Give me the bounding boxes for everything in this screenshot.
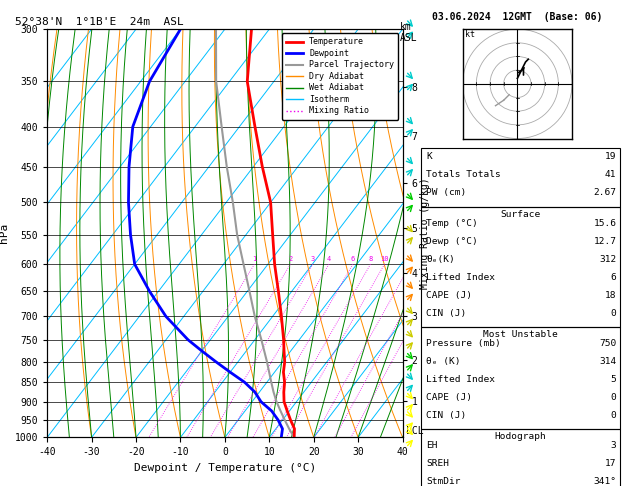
Text: 10: 10 [380,256,389,262]
Text: CAPE (J): CAPE (J) [426,291,472,300]
Text: 750: 750 [599,339,616,348]
Text: LCL: LCL [406,426,424,435]
Text: CIN (J): CIN (J) [426,411,467,420]
Text: Temp (°C): Temp (°C) [426,219,478,228]
Text: 314: 314 [599,357,616,366]
Text: km
ASL: km ASL [399,22,417,43]
Text: 17: 17 [605,459,616,468]
Text: EH: EH [426,441,438,450]
Legend: Temperature, Dewpoint, Parcel Trajectory, Dry Adiabat, Wet Adiabat, Isotherm, Mi: Temperature, Dewpoint, Parcel Trajectory… [282,34,398,120]
Text: Totals Totals: Totals Totals [426,170,501,179]
Text: 4: 4 [327,256,331,262]
Text: CIN (J): CIN (J) [426,309,467,318]
Text: Surface: Surface [501,210,540,219]
Text: 2.67: 2.67 [593,188,616,197]
Text: 52°38'N  1°1B'E  24m  ASL: 52°38'N 1°1B'E 24m ASL [15,17,184,27]
Text: SREH: SREH [426,459,450,468]
Text: 2: 2 [288,256,292,262]
Text: 3: 3 [611,441,616,450]
Text: 1: 1 [252,256,257,262]
Text: 341°: 341° [593,477,616,486]
Text: 03.06.2024  12GMT  (Base: 06): 03.06.2024 12GMT (Base: 06) [432,12,602,22]
Text: θₑ (K): θₑ (K) [426,357,461,366]
Text: PW (cm): PW (cm) [426,188,467,197]
Y-axis label: Mixing Ratio (g/kg): Mixing Ratio (g/kg) [420,177,430,289]
X-axis label: Dewpoint / Temperature (°C): Dewpoint / Temperature (°C) [134,463,316,473]
Text: K: K [426,152,432,161]
Text: Most Unstable: Most Unstable [483,330,558,339]
Text: Lifted Index: Lifted Index [426,273,496,282]
Text: θₑ(K): θₑ(K) [426,255,455,264]
Text: 0: 0 [611,393,616,402]
Text: Hodograph: Hodograph [494,432,547,441]
Text: 6: 6 [351,256,355,262]
Text: 0: 0 [611,309,616,318]
Text: 18: 18 [605,291,616,300]
Y-axis label: hPa: hPa [0,223,9,243]
Text: 41: 41 [605,170,616,179]
Text: Lifted Index: Lifted Index [426,375,496,384]
Text: kt: kt [465,30,476,39]
Text: Dewp (°C): Dewp (°C) [426,237,478,246]
Text: 15.6: 15.6 [593,219,616,228]
Text: 312: 312 [599,255,616,264]
Text: CAPE (J): CAPE (J) [426,393,472,402]
Text: 12.7: 12.7 [593,237,616,246]
Text: 19: 19 [605,152,616,161]
Text: 0: 0 [611,411,616,420]
Text: StmDir: StmDir [426,477,461,486]
Text: 8: 8 [369,256,372,262]
Text: 6: 6 [611,273,616,282]
Text: 3: 3 [311,256,314,262]
Text: 5: 5 [611,375,616,384]
Text: Pressure (mb): Pressure (mb) [426,339,501,348]
